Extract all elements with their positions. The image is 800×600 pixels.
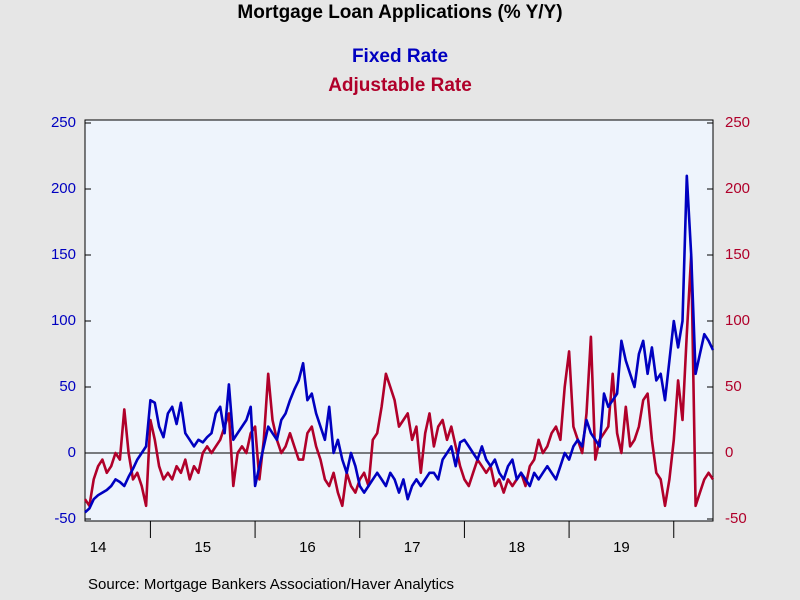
y2-tick-label: 0	[725, 444, 733, 461]
y-tick-label: -50	[54, 510, 76, 527]
x-tick-label: 18	[508, 539, 525, 556]
y2-tick-label: 250	[725, 114, 750, 131]
series-line	[83, 253, 715, 508]
x-tick-label: 14	[90, 539, 107, 556]
y2-tick-label: 50	[725, 378, 742, 395]
x-tick-label: 15	[194, 539, 211, 556]
x-tick-label: 16	[299, 539, 316, 556]
x-tick-label: 17	[404, 539, 421, 556]
x-tick-label: 19	[613, 539, 630, 556]
y-tick-label: 50	[59, 378, 76, 395]
y-tick-label: 100	[51, 312, 76, 329]
source-note: Source: Mortgage Bankers Association/Hav…	[88, 576, 454, 593]
chart-title: Mortgage Loan Applications (% Y/Y)	[237, 2, 562, 23]
y2-tick-label: 200	[725, 180, 750, 197]
plot-area	[84, 119, 714, 522]
y-tick-label: 250	[51, 114, 76, 131]
y2-tick-label: -50	[725, 510, 747, 527]
legend-entry: Fixed Rate	[352, 46, 448, 67]
series-line	[84, 174, 715, 514]
y-tick-label: 0	[68, 444, 76, 461]
y2-tick-label: 150	[725, 246, 750, 263]
y-tick-label: 150	[51, 246, 76, 263]
legend-entry: Adjustable Rate	[328, 75, 472, 96]
y-tick-label: 200	[51, 180, 76, 197]
y2-tick-label: 100	[725, 312, 750, 329]
